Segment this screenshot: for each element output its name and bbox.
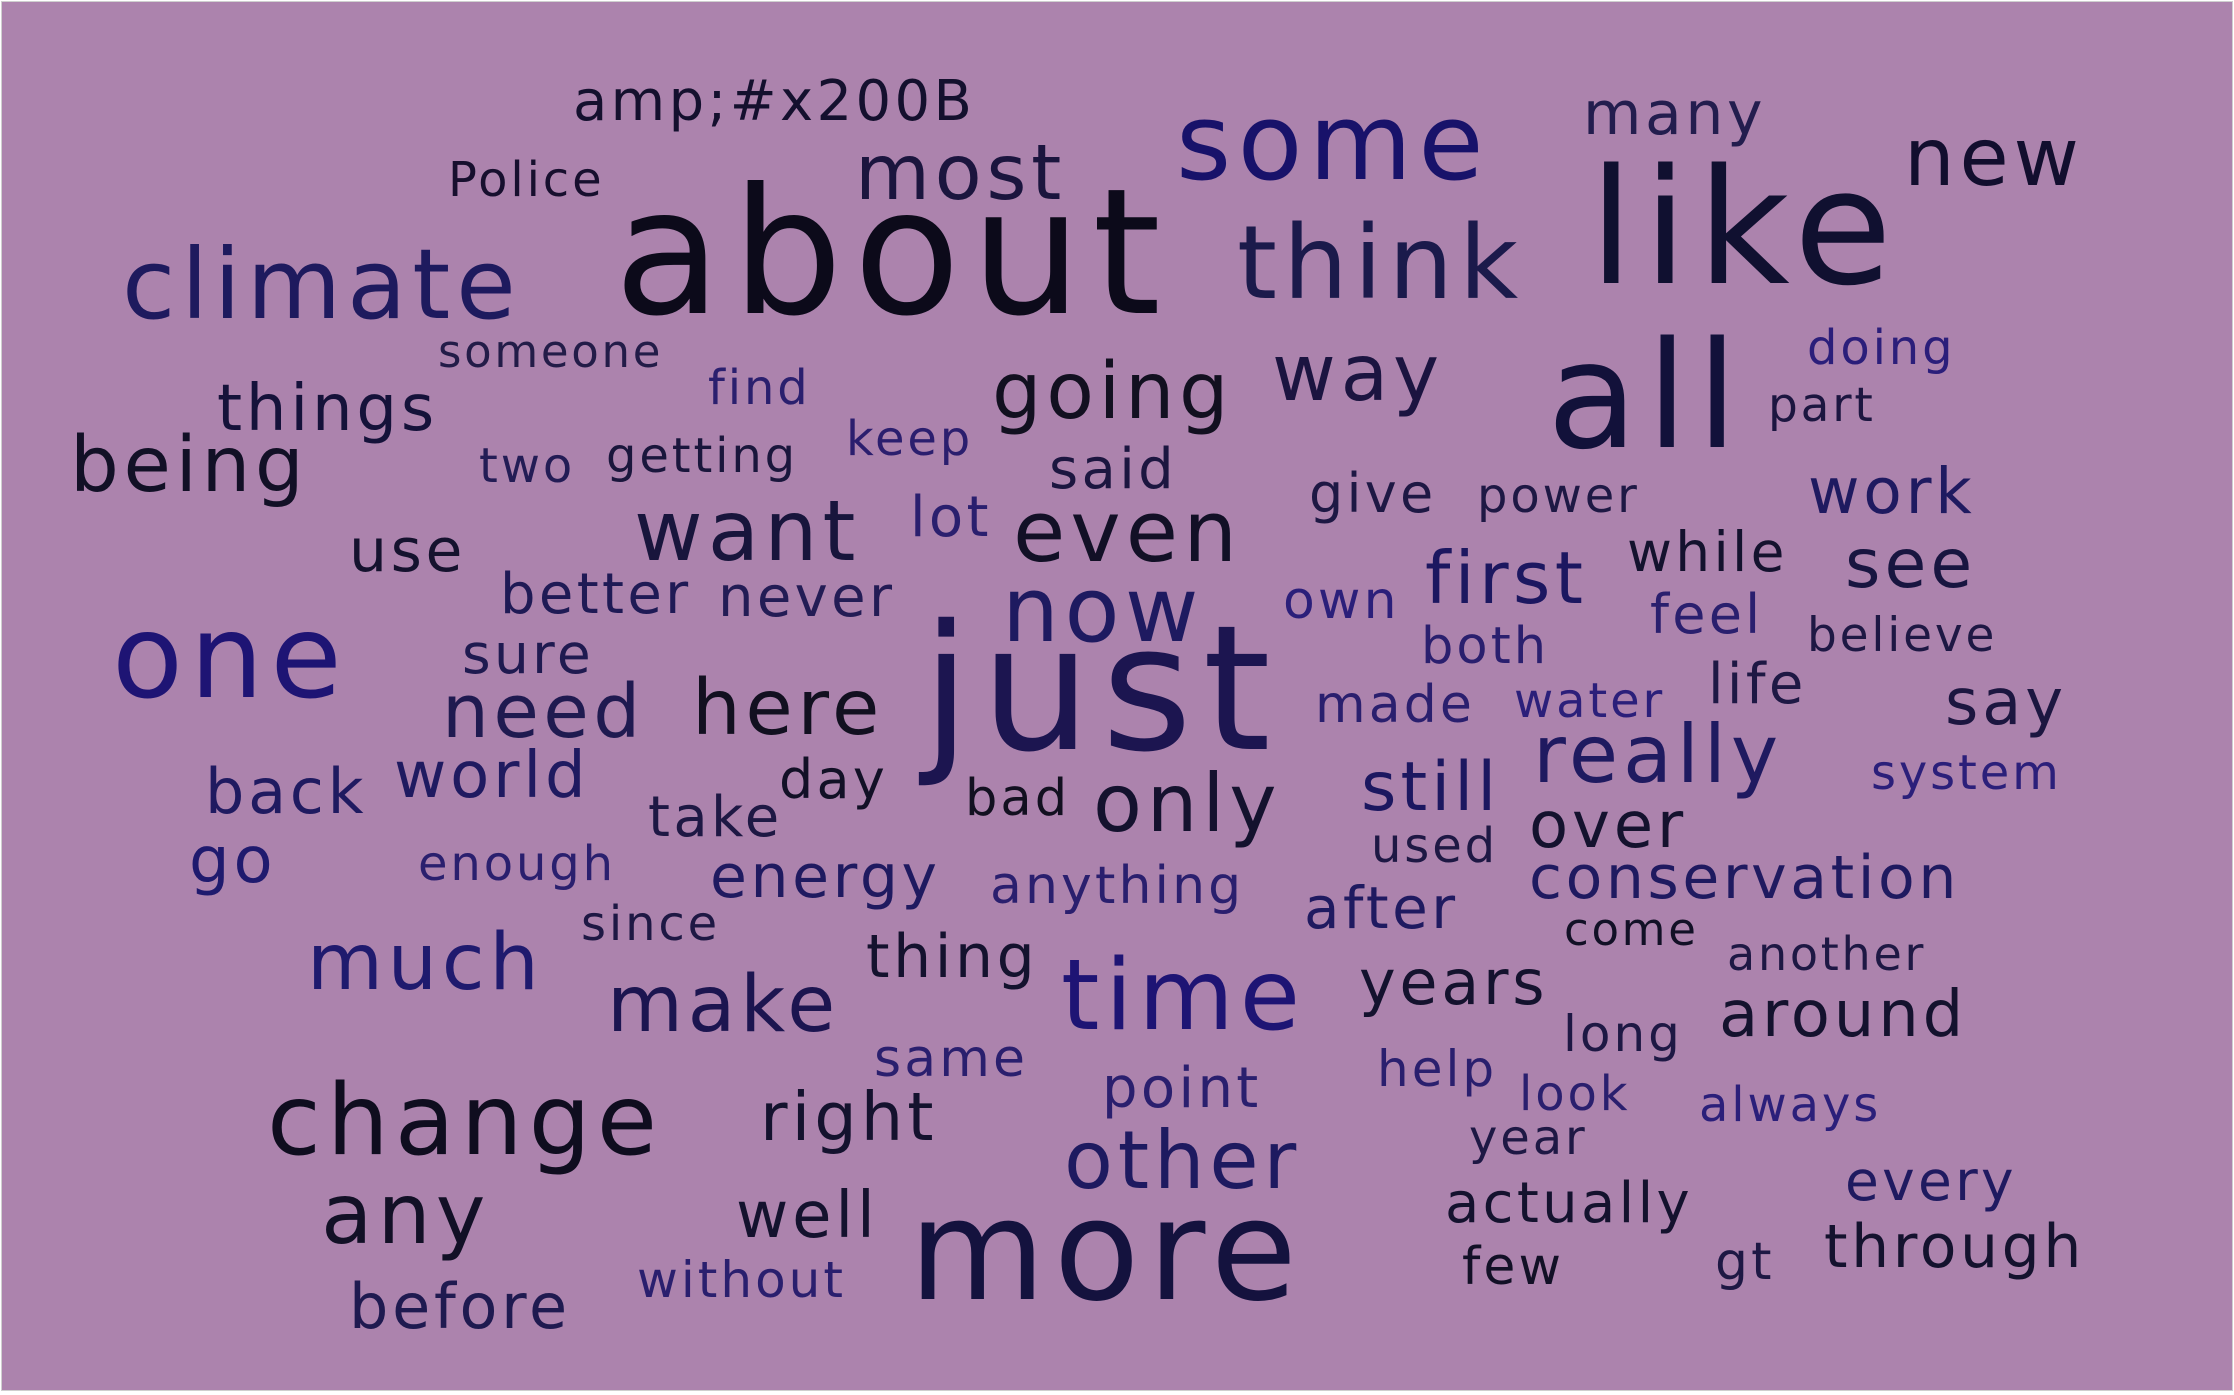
word-now: now [1002,558,1204,663]
word-every: every [1845,1149,2017,1213]
word-see: see [1845,525,1977,604]
word-still: still [1361,748,1501,827]
word-world: world [394,739,590,813]
word-say: say [1945,666,2067,740]
word-around: around [1719,978,1968,1052]
word-need: need [442,669,645,755]
word-enough: enough [418,836,616,892]
word-actually: actually [1445,1171,1694,1236]
word-getting: getting [606,428,799,484]
word-doing: doing [1807,320,1956,376]
word-long: long [1563,1005,1683,1063]
word-all: all [1547,310,1747,482]
word-way: way [1272,329,1444,419]
word-bad: bad [965,769,1071,828]
word-same: same [874,1029,1029,1089]
word-keep: keep [846,411,974,467]
word-day: day [779,748,889,811]
word-any: any [321,1165,491,1263]
word-point: point [1102,1056,1262,1121]
word-more: more [909,1170,1306,1333]
word-few: few [1462,1237,1565,1297]
word-two: two [479,438,576,494]
word-here: here [692,664,884,753]
word-one: one [112,590,349,725]
word-sure: sure [462,622,594,686]
word-since: since [581,896,721,952]
word-things: things [217,372,439,446]
word-made: made [1315,675,1475,735]
word-time: time [1061,939,1306,1053]
word-climate: climate [122,228,522,341]
word-years: years [1359,946,1549,1019]
word-lot: lot [910,485,992,550]
word-look: look [1519,1066,1631,1122]
word-power: power [1477,468,1640,524]
word-someone: someone [438,325,664,378]
word-go: go [189,824,277,898]
word-help: help [1377,1040,1498,1098]
word-find: find [708,360,811,416]
word-well: well [736,1179,879,1253]
word-some: some [1176,81,1490,204]
word-first: first [1425,536,1588,620]
word-water: water [1514,673,1666,729]
word-without: without [637,1251,846,1309]
word-before: before [349,1270,571,1343]
word-about: about [614,152,1172,355]
word-conservation: conservation [1529,843,1960,913]
word-amp-x200b: amp;#x200B [573,69,976,134]
word-feel: feel [1650,583,1764,646]
word-take: take [648,785,783,850]
word-police: Police [448,152,605,208]
word-thing: thing [866,922,1039,992]
word-even: even [1013,483,1243,582]
word-right: right [760,1078,938,1156]
word-always: always [1699,1077,1882,1133]
word-energy: energy [710,842,941,912]
word-through: through [1824,1212,2085,1282]
word-change: change [267,1064,663,1178]
word-think: think [1237,204,1525,323]
word-life: life [1708,652,1807,717]
word-new: new [1904,111,2084,204]
word-another: another [1727,927,1927,981]
word-over: over [1529,789,1688,863]
word-come: come [1564,903,1699,956]
word-other: other [1064,1114,1302,1207]
word-really: really [1533,708,1783,801]
word-many: many [1583,79,1767,149]
word-system: system [1871,745,2062,801]
word-going: going [992,347,1234,437]
word-give: give [1309,462,1437,525]
word-work: work [1808,455,1976,528]
word-anything: anything [990,856,1245,916]
word-said: said [1049,437,1178,502]
word-both: both [1421,617,1550,676]
word-just: just [922,588,1282,791]
word-use: use [349,516,467,586]
word-after: after [1304,874,1459,942]
word-like: like [1589,134,1902,321]
word-only: only [1093,757,1282,850]
word-much: much [307,918,544,1008]
word-want: want [634,482,861,580]
word-never: never [718,565,896,630]
word-while: while [1627,520,1788,584]
word-year: year [1469,1110,1588,1166]
word-most: most [855,129,1066,218]
word-own: own [1283,571,1400,631]
word-make: make [607,960,840,1050]
word-believe: believe [1807,608,1998,663]
word-gt: gt [1715,1232,1775,1292]
word-used: used [1371,818,1498,874]
word-back: back [205,755,368,828]
word-part: part [1768,378,1876,433]
word-better: better [500,562,692,627]
word-being: being [70,421,309,510]
